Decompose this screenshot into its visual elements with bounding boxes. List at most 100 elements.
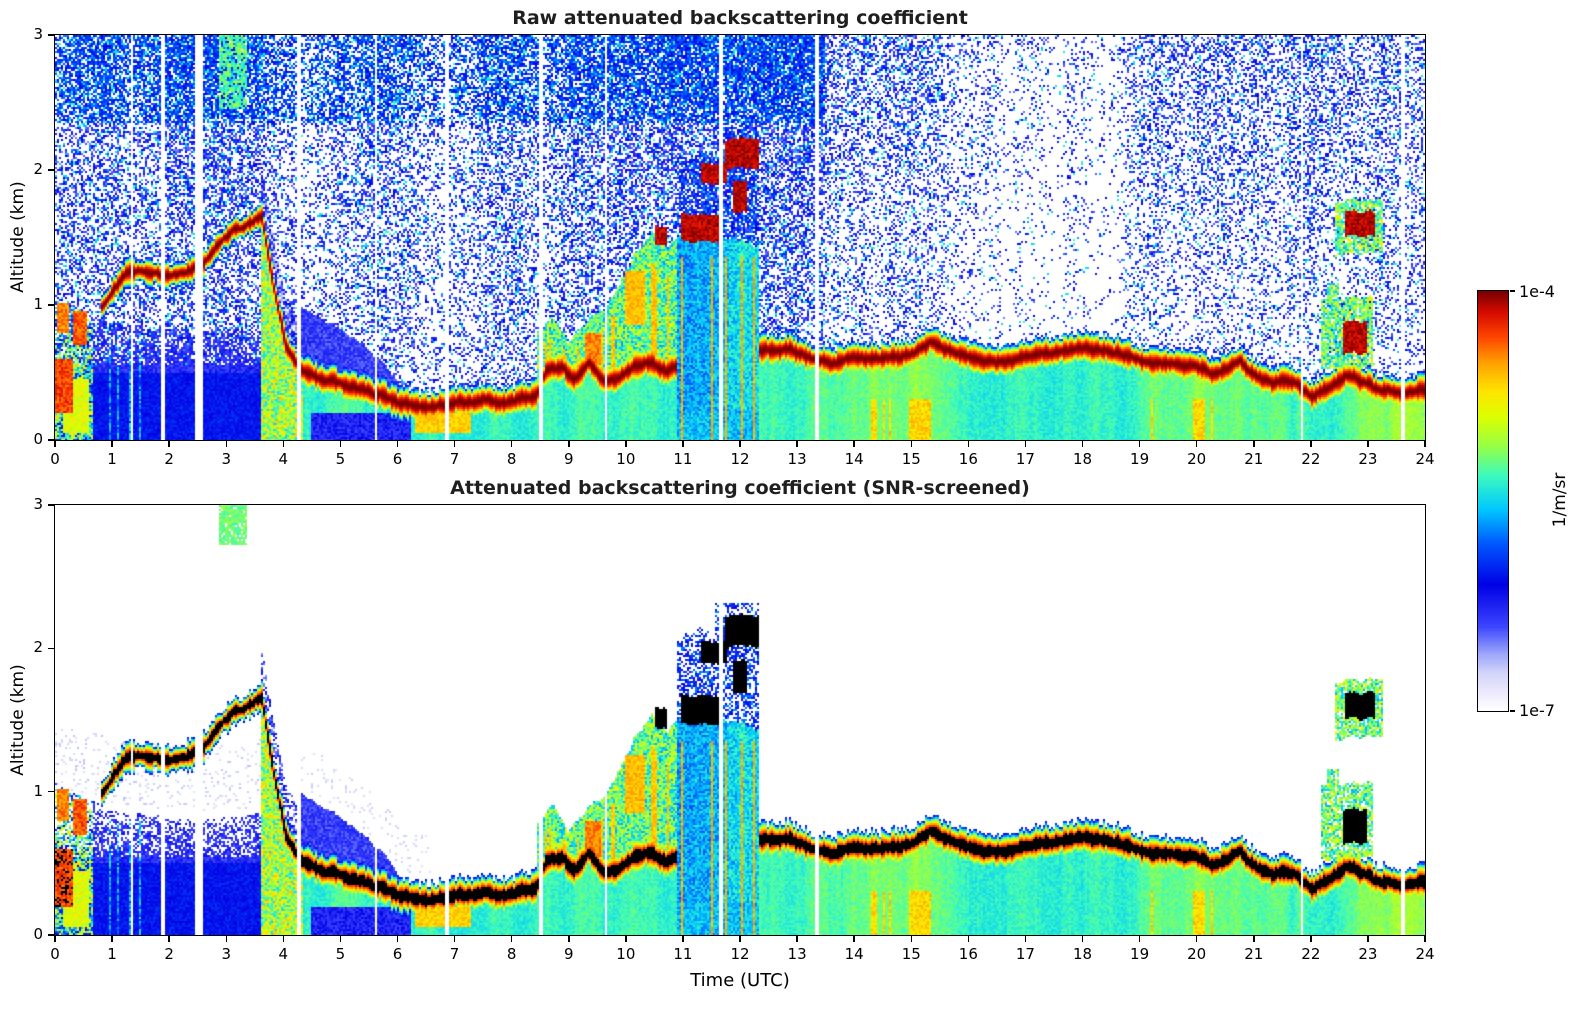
x-tick-label: 7 — [449, 450, 460, 468]
y-tick — [48, 169, 54, 171]
x-tick — [910, 936, 912, 942]
x-tick — [853, 936, 855, 942]
x-tick-label: 0 — [50, 450, 60, 468]
x-tick — [225, 936, 227, 942]
x-tick — [796, 936, 798, 942]
x-tick-label: 8 — [506, 450, 517, 468]
x-tick — [967, 936, 970, 942]
x-tick-label: 20 — [1187, 450, 1207, 468]
x-tick-label: 0 — [50, 945, 60, 963]
y-tick — [48, 934, 54, 936]
x-tick-label: 5 — [335, 450, 346, 468]
x-tick-label: 2 — [164, 450, 174, 468]
x-tick-label: 11 — [673, 945, 693, 963]
x-tick-label: 22 — [1301, 945, 1321, 963]
x-tick — [282, 441, 285, 447]
x-tick — [739, 936, 741, 942]
x-tick — [967, 441, 970, 447]
y-tick-label: 3 — [33, 25, 43, 43]
x-tick-label: 8 — [506, 945, 517, 963]
x-tick — [1310, 441, 1312, 447]
x-tick-label: 22 — [1301, 450, 1321, 468]
x-tick-label: 12 — [730, 945, 750, 963]
y-tick — [48, 34, 54, 36]
x-tick-label: 12 — [730, 450, 750, 468]
x-tick — [54, 936, 56, 942]
x-tick-label: 7 — [449, 945, 460, 963]
y-tick — [48, 790, 54, 793]
x-tick-label: 1 — [107, 945, 117, 963]
x-tick — [1081, 936, 1084, 942]
x-tick — [1195, 441, 1198, 447]
x-tick — [111, 441, 113, 447]
colorbar-unit-label: 1/m/sr — [1550, 472, 1570, 528]
x-tick-label: 24 — [1415, 450, 1435, 468]
x-tick-label: 11 — [673, 450, 693, 468]
panel1-y-axis-label: Altitude (km) — [8, 181, 28, 293]
colorbar-max-label: 1e-4 — [1519, 282, 1555, 301]
x-tick — [1024, 936, 1027, 942]
y-tick — [48, 439, 54, 441]
x-tick — [796, 441, 798, 447]
x-tick-label: 23 — [1358, 945, 1378, 963]
x-tick-label: 13 — [787, 945, 807, 963]
x-tick-label: 19 — [1130, 945, 1150, 963]
x-tick — [1138, 936, 1141, 942]
x-tick-label: 18 — [1072, 450, 1093, 468]
x-tick — [739, 441, 741, 447]
colorbar-gradient — [1478, 291, 1508, 711]
x-tick-label: 1 — [107, 450, 117, 468]
y-tick — [48, 304, 54, 306]
panel2-plot-area — [54, 504, 1426, 936]
x-tick-label: 14 — [844, 945, 864, 963]
x-tick-label: 6 — [392, 945, 403, 963]
colorbar-min-label: 1e-7 — [1519, 701, 1555, 720]
x-tick — [1310, 936, 1312, 942]
x-tick-label: 17 — [1015, 450, 1035, 468]
x-tick-label: 13 — [787, 450, 807, 468]
y-tick-label: 1 — [33, 781, 43, 800]
panel2-y-axis-label: Altitude (km) — [8, 664, 28, 776]
y-tick — [48, 504, 54, 506]
x-tick — [282, 936, 285, 942]
x-tick — [510, 441, 513, 447]
x-tick-label: 19 — [1130, 450, 1150, 468]
x-tick-label: 2 — [164, 945, 174, 963]
x-tick — [111, 936, 113, 942]
y-tick-label: 2 — [33, 160, 43, 178]
y-tick-label: 1 — [33, 295, 43, 313]
x-tick-label: 18 — [1072, 945, 1093, 963]
x-tick — [396, 441, 399, 447]
panel1-heatmap-canvas — [55, 35, 1425, 440]
colorbar-frame — [1477, 290, 1509, 712]
x-tick-label: 15 — [901, 450, 921, 468]
x-tick — [682, 441, 684, 447]
y-tick — [48, 647, 54, 650]
x-tick — [339, 936, 342, 942]
x-tick — [453, 441, 456, 447]
x-tick-label: 24 — [1415, 945, 1435, 963]
x-tick-label: 23 — [1358, 450, 1378, 468]
x-tick — [225, 441, 227, 447]
x-tick-label: 10 — [616, 945, 636, 963]
x-tick — [625, 936, 627, 942]
x-tick — [1195, 936, 1198, 942]
x-tick — [1424, 936, 1426, 942]
x-tick-label: 9 — [563, 450, 574, 468]
x-tick — [1138, 441, 1141, 447]
x-tick — [625, 441, 627, 447]
x-tick-label: 6 — [392, 450, 403, 468]
x-tick — [853, 441, 855, 447]
x-tick — [568, 936, 570, 942]
x-tick-label: 16 — [958, 450, 978, 468]
x-tick — [1081, 441, 1084, 447]
x-tick — [54, 441, 56, 447]
x-tick-label: 21 — [1244, 945, 1264, 963]
x-tick-label: 21 — [1244, 450, 1264, 468]
x-tick-label: 14 — [844, 450, 864, 468]
x-tick — [168, 441, 170, 447]
y-tick-label: 0 — [33, 430, 43, 448]
x-axis-label: Time (UTC) — [690, 970, 790, 991]
x-tick — [1424, 441, 1426, 447]
